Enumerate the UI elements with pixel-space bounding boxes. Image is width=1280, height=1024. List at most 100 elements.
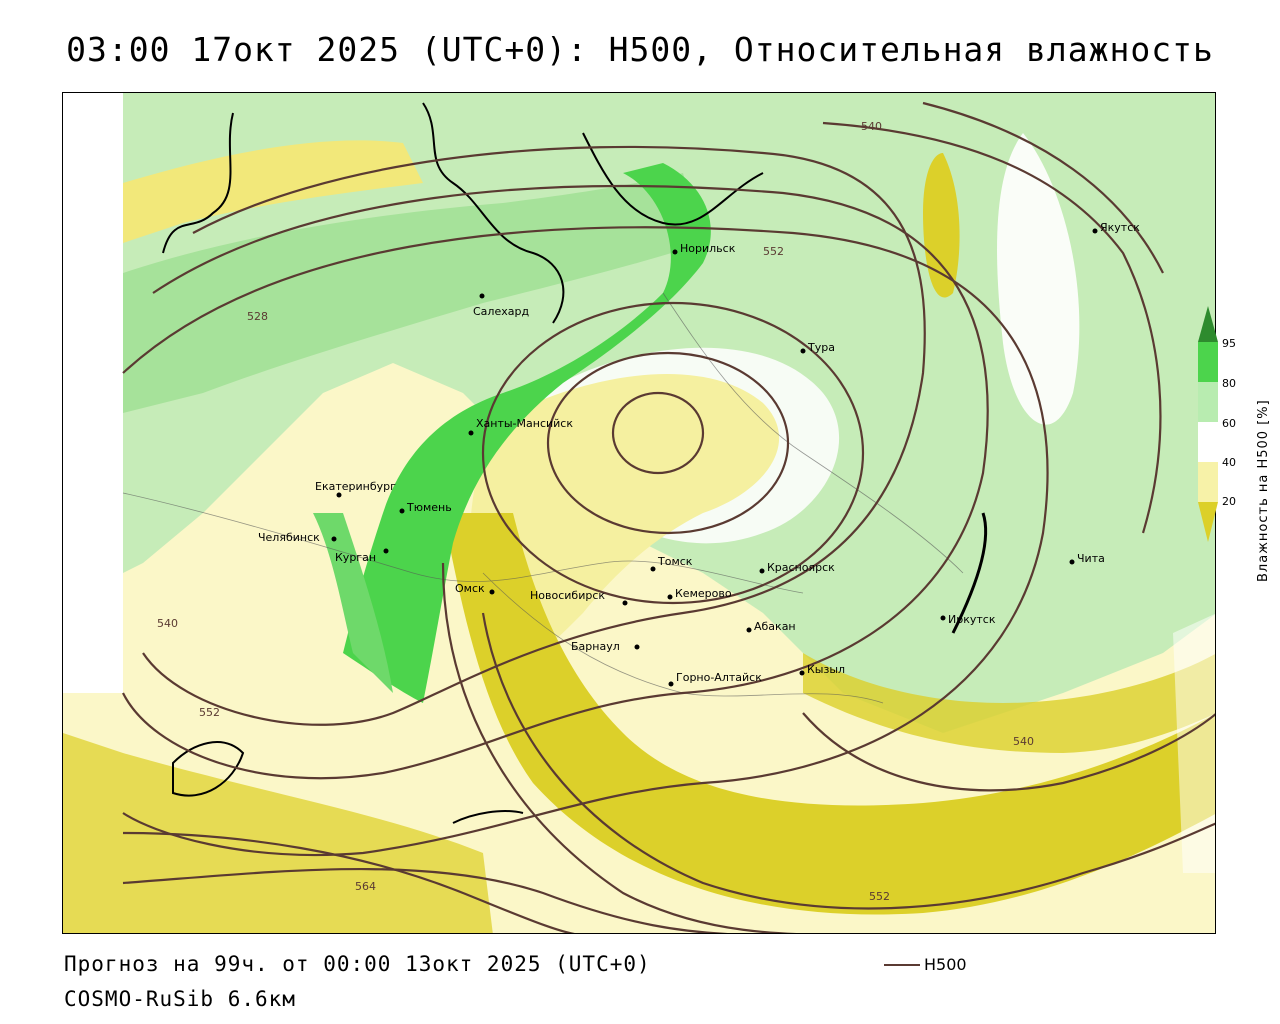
- coastline-yamal: [422, 102, 565, 324]
- city-label-gorno-altaysk: Горно-Алтайск: [676, 671, 762, 684]
- city-label-abakan: Абакан: [754, 620, 796, 633]
- contour-label-540-north: 540: [861, 120, 882, 133]
- city-dot-salekhard: [479, 293, 485, 299]
- city-dot-abakan: [746, 627, 752, 633]
- city-label-kemerovo: Кемерово: [675, 587, 732, 600]
- h500-contour-540-east: [822, 121, 1162, 534]
- forecast-info: Прогноз на 99ч. от 00:00 13окт 2025 (UTC…: [64, 952, 651, 976]
- city-label-salekhard: Салехард: [473, 305, 529, 318]
- city-label-omsk: Омск: [455, 582, 485, 595]
- contour-label-540-west: 540: [157, 617, 178, 630]
- humidity-dark-yellow-east: [803, 653, 1215, 753]
- city-dot-gorno-altaysk: [668, 681, 674, 687]
- colorbar-band-60-80: [1198, 382, 1218, 422]
- city-label-irkutsk: Иркутск: [948, 613, 996, 626]
- contour-label-528: 528: [247, 310, 268, 323]
- outside-domain-west: [63, 93, 123, 693]
- contour-label-552-west: 552: [199, 706, 220, 719]
- humidity-dark-yellow-southwest: [63, 733, 493, 933]
- city-dot-tomsk: [650, 566, 656, 572]
- h500-contours: [122, 101, 1215, 933]
- city-label-ekaterinburg: Екатеринбург: [315, 480, 396, 493]
- legend-label: H500: [924, 955, 967, 974]
- humidity-field: [63, 93, 1215, 933]
- coastline-aral: [452, 810, 524, 824]
- map-panel: 540 552 528 540 552 564 552 540 Якутск Н…: [62, 92, 1216, 934]
- coastline-crimea: [172, 741, 245, 797]
- h500-contour-southwest: [122, 831, 576, 933]
- h500-contour-low-2: [546, 351, 790, 535]
- humidity-yellow-center: [469, 374, 780, 670]
- legend: H500: [884, 955, 967, 974]
- coastline-taimyr: [582, 132, 764, 226]
- city-dot-krasnoyarsk: [759, 568, 765, 574]
- city-label-kyzyl: Кызыл: [807, 663, 845, 676]
- h500-contour-south-2: [441, 562, 798, 933]
- city-dot-tura: [800, 348, 806, 354]
- h500-contour-552-west: [122, 226, 1049, 857]
- colorbar-tick-95: 95: [1222, 337, 1236, 350]
- city-label-chelyabinsk: Челябинск: [258, 531, 320, 544]
- city-label-tomsk: Томск: [657, 555, 693, 568]
- humidity-yellow-north-edge: [123, 140, 423, 243]
- legend-line-swatch: [884, 963, 920, 966]
- city-dot-tyumen: [399, 508, 405, 514]
- contour-label-564: 564: [355, 880, 376, 893]
- h500-contour-540-south: [802, 712, 1215, 792]
- h500-contour-528: [142, 145, 926, 726]
- city-dot-kurgan: [383, 548, 389, 554]
- city-label-norilsk: Норильск: [680, 242, 736, 255]
- city-label-khanty-mansiysk: Ханты-Мансийск: [476, 417, 573, 430]
- h500-contour-552-south: [481, 612, 1215, 910]
- colorbar-band-40-60: [1198, 422, 1218, 462]
- humidity-dark-yellow-band-south: [443, 513, 1215, 915]
- city-label-novosibirsk: Новосибирск: [530, 589, 605, 602]
- contour-label-540-east: 540: [1013, 735, 1034, 748]
- coastlines: [162, 102, 988, 824]
- colorbar-band-80-95: [1198, 342, 1218, 382]
- border-line-1: [122, 492, 804, 594]
- colorbar-tick-40: 40: [1222, 456, 1236, 469]
- h500-contour-540-west: [122, 184, 989, 780]
- city-dot-chelyabinsk: [331, 536, 337, 542]
- colorbar-top-arrow: [1198, 306, 1218, 342]
- city-markers: Якутск Норильск Салехард Тура Ханты-Манс…: [258, 221, 1140, 687]
- map-svg: 540 552 528 540 552 564 552 540 Якутск Н…: [63, 93, 1215, 933]
- colorbar-tick-80: 80: [1222, 377, 1236, 390]
- coastline-baikal: [951, 512, 988, 634]
- map-title: 03:00 17окт 2025 (UTC+0): H500, Относите…: [66, 30, 1214, 69]
- humidity-dark-yellow-north: [923, 153, 960, 298]
- outside-domain-east: [1173, 613, 1215, 873]
- humidity-green-band-northwest: [123, 173, 703, 413]
- city-dot-ekaterinburg: [336, 492, 342, 498]
- contour-labels: 540 552 528 540 552 564 552 540: [157, 120, 1034, 903]
- h500-contour-low-3: [481, 301, 865, 605]
- city-dot-barnaul: [634, 644, 640, 650]
- humidity-colorbar: [1198, 306, 1218, 542]
- city-dot-irkutsk: [940, 615, 946, 621]
- city-label-tyumen: Тюмень: [406, 501, 452, 514]
- h500-contour-low-inner: [611, 391, 705, 475]
- colorbar-title: Влажность на H500 [%]: [1256, 399, 1271, 582]
- city-dot-khanty-mansiysk: [468, 430, 474, 436]
- colorbar-tick-60: 60: [1222, 417, 1236, 430]
- city-dot-omsk: [489, 589, 495, 595]
- contour-label-552-north: 552: [763, 245, 784, 258]
- city-label-yakutsk: Якутск: [1100, 221, 1140, 234]
- humidity-white-east: [997, 133, 1080, 425]
- model-name: COSMO-RuSib 6.6км: [64, 987, 296, 1011]
- city-label-krasnoyarsk: Красноярск: [767, 561, 835, 574]
- city-label-tura: Тура: [807, 341, 835, 354]
- colorbar-bottom-arrow: [1198, 502, 1218, 542]
- colorbar-tick-20: 20: [1222, 495, 1236, 508]
- city-label-kurgan: Курган: [335, 551, 376, 564]
- coastline-kola: [162, 112, 234, 254]
- humidity-green-urals: [313, 513, 393, 693]
- city-dot-kemerovo: [667, 594, 673, 600]
- city-dot-kyzyl: [799, 670, 805, 676]
- city-dot-novosibirsk: [622, 600, 628, 606]
- colorbar-band-20-40: [1198, 462, 1218, 502]
- h500-contour-east-north: [922, 101, 1164, 274]
- humidity-bright-green-band: [343, 163, 711, 703]
- h500-contour-564: [122, 868, 728, 933]
